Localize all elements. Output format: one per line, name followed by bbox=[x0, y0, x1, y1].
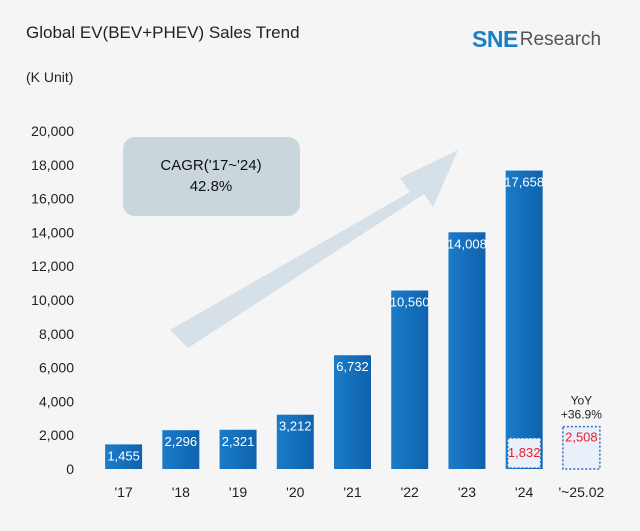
logo-research-text: Research bbox=[519, 28, 602, 50]
highlight-value-label: 1,832 bbox=[508, 445, 541, 460]
bar bbox=[219, 429, 257, 469]
y-tick-label: 20,000 bbox=[31, 123, 74, 139]
cagr-label: CAGR('17~'24) bbox=[160, 157, 261, 174]
y-tick-label: 10,000 bbox=[31, 292, 74, 308]
x-tick-label: '18 bbox=[172, 484, 190, 500]
bar-value-label: 2,296 bbox=[165, 434, 198, 449]
x-tick-label: '21 bbox=[343, 484, 361, 500]
x-tick-label: '20 bbox=[286, 484, 304, 500]
bar-value-label: 2,508 bbox=[565, 430, 598, 445]
y-axis-unit-label: (K Unit) bbox=[26, 69, 74, 85]
bar bbox=[276, 414, 314, 469]
x-tick-label: '22 bbox=[401, 484, 419, 500]
yoy-annotation: YoY+36.9% bbox=[561, 394, 602, 422]
bar-value-label: 1,455 bbox=[107, 448, 140, 463]
y-tick-label: 8,000 bbox=[39, 326, 74, 342]
x-tick-label: '19 bbox=[229, 484, 247, 500]
bar bbox=[505, 170, 543, 469]
bar-value-label: 2,321 bbox=[222, 434, 255, 449]
logo-sne-text: SNE bbox=[472, 26, 518, 52]
bar bbox=[391, 290, 429, 469]
cagr-callout: CAGR('17~'24) 42.8% bbox=[123, 137, 300, 216]
yoy-value: +36.9% bbox=[561, 408, 602, 422]
y-tick-label: 18,000 bbox=[31, 157, 74, 173]
growth-arrow-icon bbox=[170, 150, 458, 348]
sne-research-logo: SNE Research bbox=[472, 26, 601, 53]
bar bbox=[448, 232, 486, 469]
y-tick-label: 0 bbox=[66, 461, 74, 477]
yoy-label: YoY bbox=[571, 394, 593, 408]
bar-value-label: 14,008 bbox=[447, 236, 487, 251]
bar bbox=[105, 444, 143, 469]
x-tick-label: '23 bbox=[458, 484, 476, 500]
growth-arrow-shape bbox=[170, 150, 458, 348]
chart-title: Global EV(BEV+PHEV) Sales Trend bbox=[26, 23, 300, 42]
y-tick-label: 2,000 bbox=[39, 427, 74, 443]
x-tick-label: '~25.02 bbox=[558, 484, 604, 500]
highlight-segment bbox=[506, 437, 542, 469]
bar bbox=[162, 430, 200, 469]
y-axis: 0 2,000 4,000 6,000 8,000 10,000 12,000 14,000 1… bbox=[31, 123, 74, 477]
bar bbox=[562, 425, 601, 470]
bar bbox=[334, 355, 371, 469]
cagr-value: 42.8% bbox=[190, 178, 233, 195]
bar-value-label: 3,212 bbox=[279, 419, 312, 434]
y-tick-label: 14,000 bbox=[31, 224, 74, 240]
x-tick-label: '24 bbox=[515, 484, 533, 500]
bar-value-label: 6,732 bbox=[336, 359, 369, 374]
y-tick-label: 12,000 bbox=[31, 258, 74, 274]
bar-value-label: 10,560 bbox=[390, 295, 430, 310]
y-tick-label: 4,000 bbox=[39, 393, 74, 409]
x-axis: '17 '18 '19 '20 '21 '22 '23 '24 '~25.02 bbox=[114, 484, 604, 500]
x-tick-label: '17 bbox=[114, 484, 132, 500]
y-tick-label: 16,000 bbox=[31, 191, 74, 207]
bars: 1,455 2,296 2,321 3,212 6,732 10,560 14,008 17,… bbox=[105, 170, 601, 470]
bar-value-label: 17,658 bbox=[504, 175, 544, 190]
cagr-box bbox=[123, 137, 300, 216]
y-tick-label: 6,000 bbox=[39, 360, 74, 376]
